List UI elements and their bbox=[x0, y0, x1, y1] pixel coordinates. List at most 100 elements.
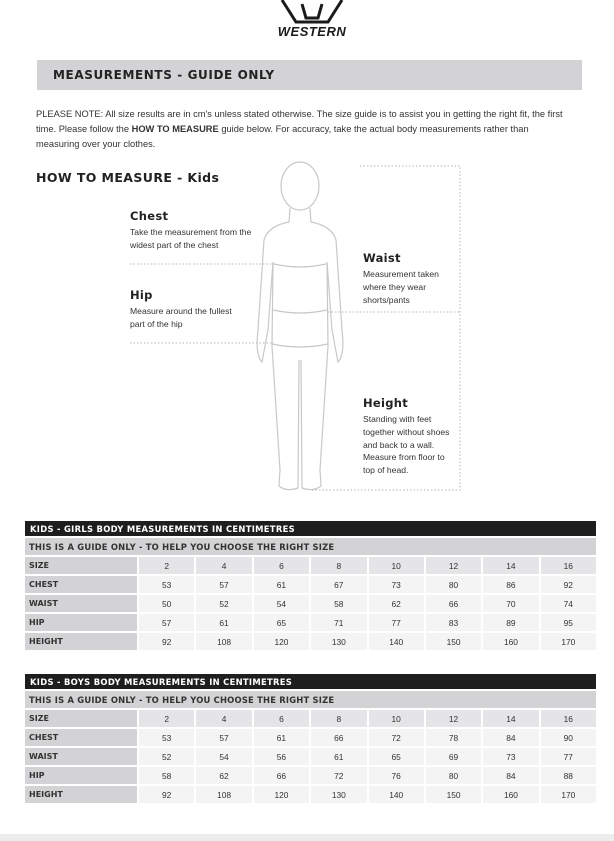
waist-text: Measurement taken where they wear shorts… bbox=[363, 269, 439, 305]
measurement-cell: 67 bbox=[309, 574, 369, 595]
row-label: HEIGHT bbox=[23, 631, 139, 652]
measurement-cell: 54 bbox=[251, 593, 312, 614]
table-title: KIDS - BOYS BODY MEASUREMENTS IN CENTIME… bbox=[23, 672, 598, 691]
table-subtitle-row: THIS IS A GUIDE ONLY - TO HELP YOU CHOOS… bbox=[23, 689, 598, 710]
measurement-cell: 72 bbox=[309, 765, 369, 786]
table-row: CHEST 53 57 61 67 73 80 86 92 bbox=[23, 574, 599, 595]
measurement-cell: 108 bbox=[194, 631, 254, 652]
table-row: WAIST 52 54 56 61 65 69 73 77 bbox=[23, 746, 599, 767]
measurement-cell: 66 bbox=[423, 593, 484, 614]
measurement-cell: 61 bbox=[194, 612, 254, 633]
measurement-cell: 120 bbox=[251, 631, 312, 652]
measurement-cell: 62 bbox=[366, 593, 426, 614]
measurement-cell: 86 bbox=[481, 574, 541, 595]
table-row: HIP 58 62 66 72 76 80 84 88 bbox=[23, 765, 599, 786]
note-text-end: guide below. For accuracy, take the actu… bbox=[36, 124, 529, 149]
page-footer-strip bbox=[0, 834, 614, 841]
row-label: SIZE bbox=[23, 555, 139, 576]
page-title: MEASUREMENTS - GUIDE ONLY bbox=[53, 68, 275, 82]
measurement-cell: 120 bbox=[251, 784, 312, 805]
size-header-row: SIZE 2 4 6 8 10 12 14 16 bbox=[23, 555, 599, 576]
size-cell: 12 bbox=[423, 708, 484, 729]
please-note: PLEASE NOTE: All size results are in cm'… bbox=[36, 107, 566, 152]
row-label: WAIST bbox=[23, 746, 139, 767]
table-row: HEIGHT 92 108 120 130 140 150 160 170 bbox=[23, 784, 599, 805]
chest-text: Take the measurement from the widest par… bbox=[130, 227, 252, 250]
measurement-cell: 88 bbox=[538, 765, 599, 786]
table-title-row: KIDS - BOYS BODY MEASUREMENTS IN CENTIME… bbox=[23, 672, 598, 691]
measurement-cell: 80 bbox=[423, 574, 484, 595]
chest-instruction: Chest Take the measurement from the wide… bbox=[130, 209, 270, 252]
size-header-row: SIZE 2 4 6 8 10 12 14 16 bbox=[23, 708, 599, 729]
measurement-cell: 84 bbox=[481, 765, 541, 786]
measurement-cell: 150 bbox=[423, 631, 484, 652]
measurement-cell: 130 bbox=[309, 784, 369, 805]
measurement-cell: 140 bbox=[366, 631, 426, 652]
size-cell: 10 bbox=[366, 555, 426, 576]
row-label: HIP bbox=[23, 612, 139, 633]
measurement-cell: 65 bbox=[251, 612, 312, 633]
size-cell: 2 bbox=[136, 708, 197, 729]
height-title: Height bbox=[363, 396, 409, 410]
girls-measurements-table: KIDS - GIRLS BODY MEASUREMENTS IN CENTIM… bbox=[23, 519, 599, 652]
size-cell: 8 bbox=[309, 555, 369, 576]
measurement-cell: 78 bbox=[423, 727, 484, 748]
measurement-cell: 77 bbox=[538, 746, 599, 767]
waist-title: Waist bbox=[363, 251, 401, 265]
row-label: SIZE bbox=[23, 708, 139, 729]
logo-text: WESTERN bbox=[277, 24, 347, 39]
size-cell: 6 bbox=[251, 708, 312, 729]
measurement-cell: 57 bbox=[194, 727, 254, 748]
measurement-cell: 92 bbox=[136, 631, 197, 652]
size-cell: 12 bbox=[423, 555, 484, 576]
hip-text: Measure around the fullest part of the h… bbox=[130, 306, 232, 329]
boys-measurements-table: KIDS - BOYS BODY MEASUREMENTS IN CENTIME… bbox=[23, 672, 599, 805]
measurement-cell: 62 bbox=[194, 765, 254, 786]
note-emphasis: HOW TO MEASURE bbox=[131, 124, 219, 134]
size-cell: 10 bbox=[366, 708, 426, 729]
hip-instruction: Hip Measure around the fullest part of t… bbox=[130, 288, 240, 331]
row-label: WAIST bbox=[23, 593, 139, 614]
measurement-cell: 61 bbox=[309, 746, 369, 767]
measurement-cell: 57 bbox=[194, 574, 254, 595]
table-title-row: KIDS - GIRLS BODY MEASUREMENTS IN CENTIM… bbox=[23, 519, 598, 538]
measurement-cell: 170 bbox=[538, 631, 599, 652]
measurement-cell: 90 bbox=[538, 727, 599, 748]
table-subtitle: THIS IS A GUIDE ONLY - TO HELP YOU CHOOS… bbox=[23, 536, 598, 557]
chest-title: Chest bbox=[130, 209, 169, 223]
measurement-cell: 130 bbox=[309, 631, 369, 652]
measurement-cell: 77 bbox=[366, 612, 426, 633]
measurement-cell: 69 bbox=[423, 746, 484, 767]
row-label: CHEST bbox=[23, 574, 139, 595]
size-cell: 14 bbox=[481, 708, 541, 729]
measurement-cell: 89 bbox=[481, 612, 541, 633]
size-cell: 4 bbox=[194, 555, 254, 576]
measurement-cell: 140 bbox=[366, 784, 426, 805]
measurement-cell: 70 bbox=[481, 593, 541, 614]
waist-instruction: Waist Measurement taken where they wear … bbox=[363, 251, 463, 306]
table-title: KIDS - GIRLS BODY MEASUREMENTS IN CENTIM… bbox=[23, 519, 598, 538]
table-subtitle: THIS IS A GUIDE ONLY - TO HELP YOU CHOOS… bbox=[23, 689, 598, 710]
table-row: HEIGHT 92 108 120 130 140 150 160 170 bbox=[23, 631, 599, 652]
measurement-cell: 56 bbox=[251, 746, 312, 767]
measurement-cell: 150 bbox=[423, 784, 484, 805]
bull-head-icon bbox=[280, 0, 344, 24]
hip-title: Hip bbox=[130, 288, 153, 302]
size-cell: 14 bbox=[481, 555, 541, 576]
table-row: CHEST 53 57 61 66 72 78 84 90 bbox=[23, 727, 599, 748]
measurement-cell: 92 bbox=[136, 784, 197, 805]
measurement-cell: 80 bbox=[423, 765, 484, 786]
measurement-cell: 160 bbox=[481, 784, 541, 805]
measurement-cell: 58 bbox=[309, 593, 369, 614]
measurement-cell: 53 bbox=[136, 574, 197, 595]
size-cell: 4 bbox=[194, 708, 254, 729]
measurement-cell: 52 bbox=[136, 746, 197, 767]
measurement-cell: 61 bbox=[251, 574, 312, 595]
height-instruction: Height Standing with feet together witho… bbox=[363, 396, 458, 477]
measurement-cell: 66 bbox=[309, 727, 369, 748]
size-cell: 2 bbox=[136, 555, 197, 576]
measurement-cell: 61 bbox=[251, 727, 312, 748]
measurement-cell: 76 bbox=[366, 765, 426, 786]
row-label: HEIGHT bbox=[23, 784, 139, 805]
size-cell: 6 bbox=[251, 555, 312, 576]
